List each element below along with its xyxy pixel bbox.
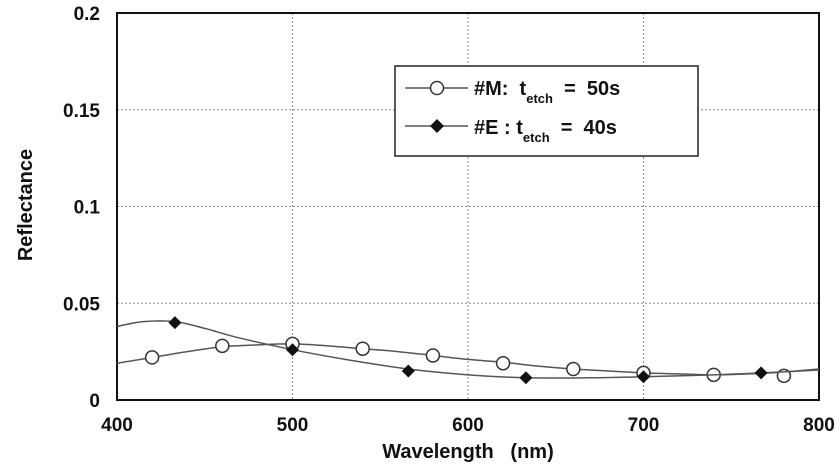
legend-label-m-sub: etch	[526, 91, 553, 106]
x-tick-label: 800	[803, 415, 835, 436]
x-tick-label: 600	[452, 415, 484, 436]
legend: #M: tetch = 50s #E : tetch = 40s	[394, 65, 699, 157]
data-point-diamond	[401, 364, 415, 378]
legend-label-e-prefix: #E : t	[474, 117, 523, 139]
y-tick-label: 0.2	[74, 4, 100, 25]
series-layer	[116, 316, 820, 385]
legend-label-m: #M: tetch = 50s	[474, 78, 620, 106]
data-point-circle	[425, 348, 441, 363]
legend-entry-e: #E : tetch = 40s	[405, 117, 617, 145]
x-tick-label: 400	[101, 415, 133, 436]
legend-box	[394, 65, 699, 157]
legend-label-m-suffix: = 50s	[553, 78, 620, 100]
y-tick-label: 0	[89, 391, 100, 412]
data-point-circle	[215, 338, 230, 354]
data-point-circle	[355, 341, 370, 356]
y-axis-title: Reflectance	[15, 149, 37, 261]
x-tick-label: 500	[277, 415, 309, 436]
data-point-diamond	[286, 343, 299, 357]
data-point-diamond	[519, 371, 533, 385]
legend-label-e: #E : tetch = 40s	[474, 117, 617, 145]
data-point-diamond	[168, 316, 182, 330]
y-tick-label: 0.15	[63, 101, 100, 122]
data-point-diamond	[754, 366, 768, 380]
plot-frame	[116, 12, 820, 401]
legend-label-e-sub: etch	[523, 130, 550, 145]
x-axis-title: Wavelength (nm)	[382, 441, 553, 463]
legend-marker-m	[429, 80, 445, 96]
x-tick-label: 700	[628, 415, 660, 436]
legend-label-m-prefix: #M: t	[474, 78, 527, 100]
tick-labels: 400 500 600 700 800 0 0.05 0.1 0.15 0.2	[63, 4, 835, 436]
legend-marker-e	[430, 119, 444, 133]
data-point-circle	[144, 350, 160, 365]
series-1	[116, 316, 820, 385]
y-tick-label: 0.1	[74, 198, 101, 219]
data-point-circle	[495, 355, 511, 371]
legend-entry-m: #M: tetch = 50s	[405, 78, 620, 106]
y-tick-label: 0.05	[63, 294, 100, 315]
legend-label-e-suffix: = 40s	[550, 117, 617, 139]
data-point-diamond	[637, 370, 650, 384]
data-point-circle	[566, 361, 581, 377]
